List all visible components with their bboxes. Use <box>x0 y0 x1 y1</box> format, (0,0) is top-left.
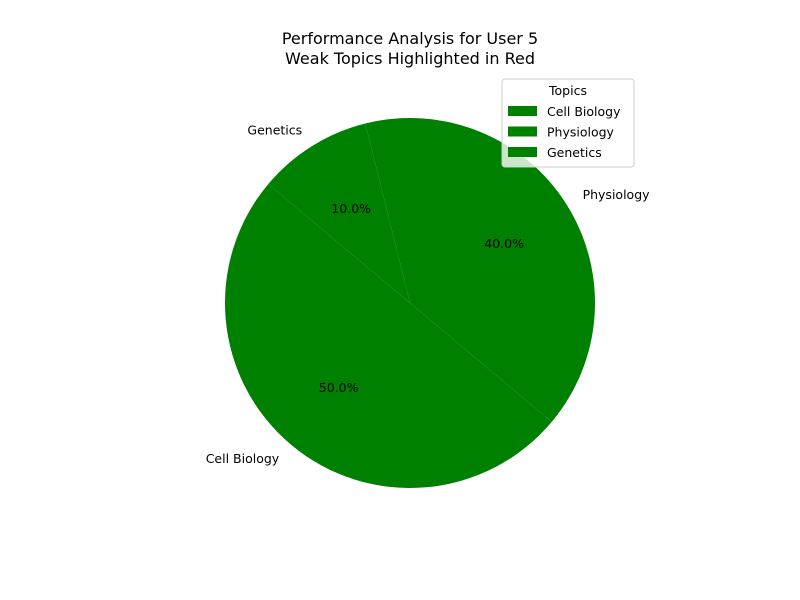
pie-percent-cell-biology: 50.0% <box>319 380 359 395</box>
chart-subtitle: Weak Topics Highlighted in Red <box>285 49 535 68</box>
legend-label-physiology: Physiology <box>547 125 615 140</box>
pie-label-physiology: Physiology <box>583 187 651 202</box>
chart-title: Performance Analysis for User 5 <box>282 29 538 48</box>
pie-slice-cell-biology <box>224 184 552 489</box>
legend-swatch-physiology <box>508 126 537 137</box>
pie-label-cell-biology: Cell Biology <box>206 451 280 466</box>
legend-swatch-cell-biology <box>508 106 537 116</box>
legend-swatch-genetics <box>508 147 537 157</box>
pie-percent-physiology: 40.0% <box>484 236 524 251</box>
legend-frame <box>501 78 635 168</box>
pie-category-labels: Cell Biology Physiology Genetics <box>206 122 650 465</box>
pie-slice-genetics <box>268 123 410 303</box>
legend-label-genetics: Genetics <box>547 145 602 160</box>
pie-label-genetics: Genetics <box>247 122 302 137</box>
legend-entries: Cell Biology Physiology Genetics <box>508 104 621 160</box>
legend-title: Topics <box>548 83 587 98</box>
legend: Topics Cell Biology Physiology Genetics <box>501 78 635 168</box>
pie-slices <box>224 118 596 489</box>
pie-percent-genetics: 10.0% <box>331 201 371 216</box>
legend-label-cell-biology: Cell Biology <box>547 104 621 119</box>
pie-percent-labels: 50.0% 40.0% 10.0% <box>319 201 524 395</box>
pie-slice-physiology <box>365 118 596 422</box>
